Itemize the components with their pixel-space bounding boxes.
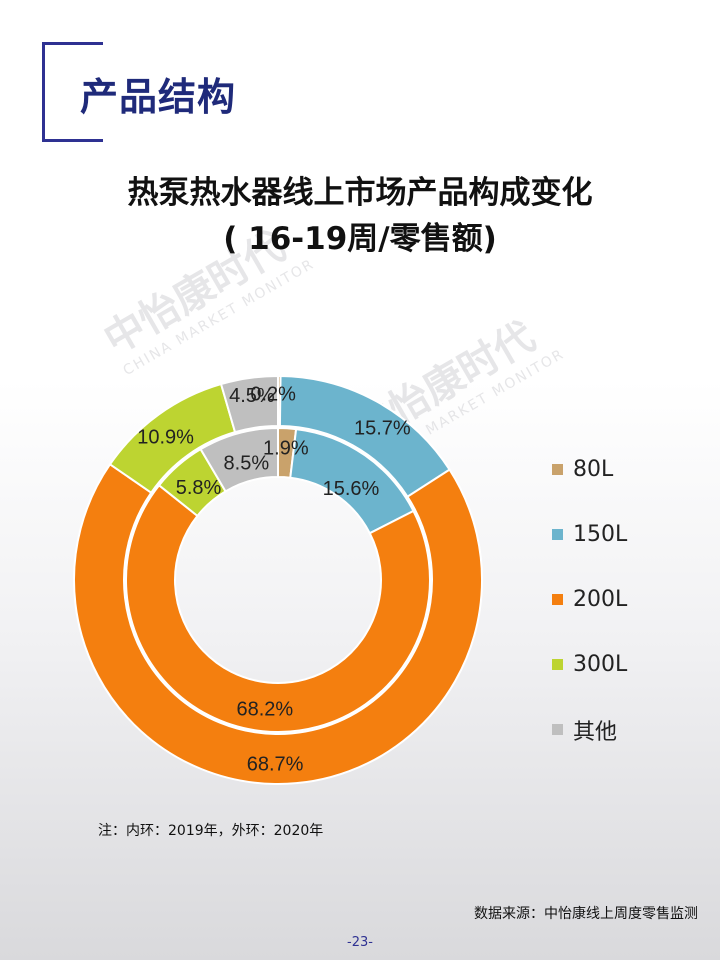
legend-item-200l: 200L xyxy=(552,567,627,632)
legend-label: 80L xyxy=(573,457,614,482)
inner-label-150L: 15.6% xyxy=(323,478,380,500)
page-number: -23- xyxy=(347,935,373,950)
inner-ring-2019 xyxy=(125,426,431,733)
outer-ring-2020 xyxy=(73,374,483,785)
outer-slice-200L xyxy=(73,462,483,785)
legend-swatch xyxy=(552,529,563,540)
inner-slice-200L xyxy=(125,483,431,733)
legend-swatch xyxy=(552,594,563,605)
chart-title-line2: ( 16-19周/零售额) xyxy=(223,221,497,257)
chart-title: 热泵热水器线上市场产品构成变化 ( 16-19周/零售额) xyxy=(0,170,720,262)
outer-label-其他: 4.5% xyxy=(229,385,275,407)
inner-label-200L: 68.2% xyxy=(236,699,293,721)
legend-swatch xyxy=(552,724,563,735)
inner-slice-其他 xyxy=(199,426,279,493)
ring-note: 注：内环：2019年，外环：2020年 xyxy=(98,823,324,839)
legend-item-80l: 80L xyxy=(552,437,627,502)
inner-label-300L: 5.8% xyxy=(176,477,222,499)
inner-label-其他: 8.5% xyxy=(224,453,270,475)
chart-legend: 80L 150L 200L 300L 其他 xyxy=(552,437,627,762)
legend-label: 300L xyxy=(573,652,628,677)
header-frame-bracket xyxy=(42,42,103,142)
outer-label-300L: 10.9% xyxy=(137,426,194,448)
legend-label: 200L xyxy=(573,587,628,612)
legend-swatch xyxy=(552,659,563,670)
outer-slice-其他 xyxy=(219,374,279,434)
legend-item-other: 其他 xyxy=(552,697,627,762)
chart-title-line1: 热泵热水器线上市场产品构成变化 xyxy=(127,175,593,211)
outer-label-200L: 68.7% xyxy=(247,753,304,775)
legend-label: 其他 xyxy=(573,719,618,745)
data-source: 数据来源：中怡康线上周度零售监测 xyxy=(474,906,698,922)
outer-label-150L: 15.7% xyxy=(354,418,411,440)
legend-item-300l: 300L xyxy=(552,632,627,697)
legend-item-150l: 150L xyxy=(552,502,627,567)
inner-label-80L: 1.9% xyxy=(263,438,309,460)
section-title: 产品结构 xyxy=(80,75,237,119)
legend-label: 150L xyxy=(573,522,628,547)
outer-label-80L: 0.2% xyxy=(250,383,296,405)
data-labels: 1.9% 15.6% 68.2% 5.8%8.5% 0.2% 15.7% 68.7% 10.9… xyxy=(137,383,411,775)
legend-swatch xyxy=(552,464,563,475)
